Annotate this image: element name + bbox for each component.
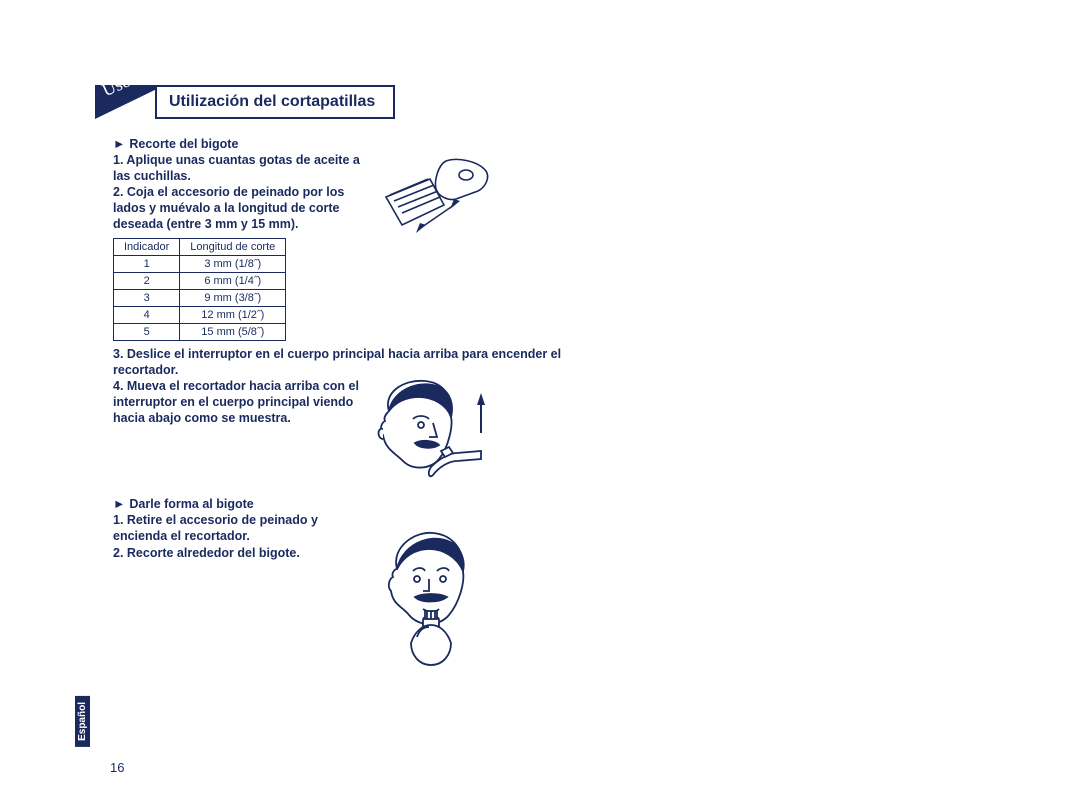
step-1-1: 1. Aplique unas cuantas gotas de aceite …: [113, 153, 363, 184]
illustration-comb-attachment: [368, 153, 498, 243]
table-row: 13 mm (1/8˝): [114, 256, 286, 273]
illustration-face-trim-up: [353, 375, 503, 505]
step-2-1: 1. Retire el accesorio de peinado y enci…: [113, 513, 363, 544]
table-row: 26 mm (1/4˝): [114, 273, 286, 290]
cut-length-table: Indicador Longitud de corte 13 mm (1/8˝)…: [113, 238, 286, 341]
table-row: 515 mm (5/8˝): [114, 324, 286, 341]
subhead-text: Recorte del bigote: [129, 137, 238, 151]
table-row: 412 mm (1/2˝): [114, 307, 286, 324]
header-title: Utilización del cortapatillas: [155, 85, 395, 119]
table-row: 39 mm (3/8˝): [114, 290, 286, 307]
language-tab: Español: [75, 696, 90, 747]
table-header-length: Longitud de corte: [180, 239, 286, 256]
subhead-trim-moustache: ► Recorte del bigote: [113, 137, 635, 151]
step-1-2: 2. Coja el accesorio de peinado por los …: [113, 185, 363, 232]
body-content: ► Recorte del bigote 1. Aplique unas cuan…: [113, 137, 635, 561]
subhead-text: Darle forma al bigote: [129, 497, 253, 511]
page-content: Uso Utilización del cortapatillas: [95, 85, 635, 562]
arrow-icon: ►: [113, 137, 125, 151]
section-header: Uso Utilización del cortapatillas: [95, 85, 635, 119]
page-number: 16: [110, 760, 124, 775]
step-1-4: 4. Mueva el recortador hacia arriba con …: [113, 379, 363, 426]
arrow-icon: ►: [113, 497, 125, 511]
illustration-face-shape: [363, 525, 493, 675]
step-2-2: 2. Recorte alrededor del bigote.: [113, 546, 363, 562]
step-1-3: 3. Deslice el interruptor en el cuerpo p…: [113, 347, 573, 378]
table-header-indicator: Indicador: [114, 239, 180, 256]
